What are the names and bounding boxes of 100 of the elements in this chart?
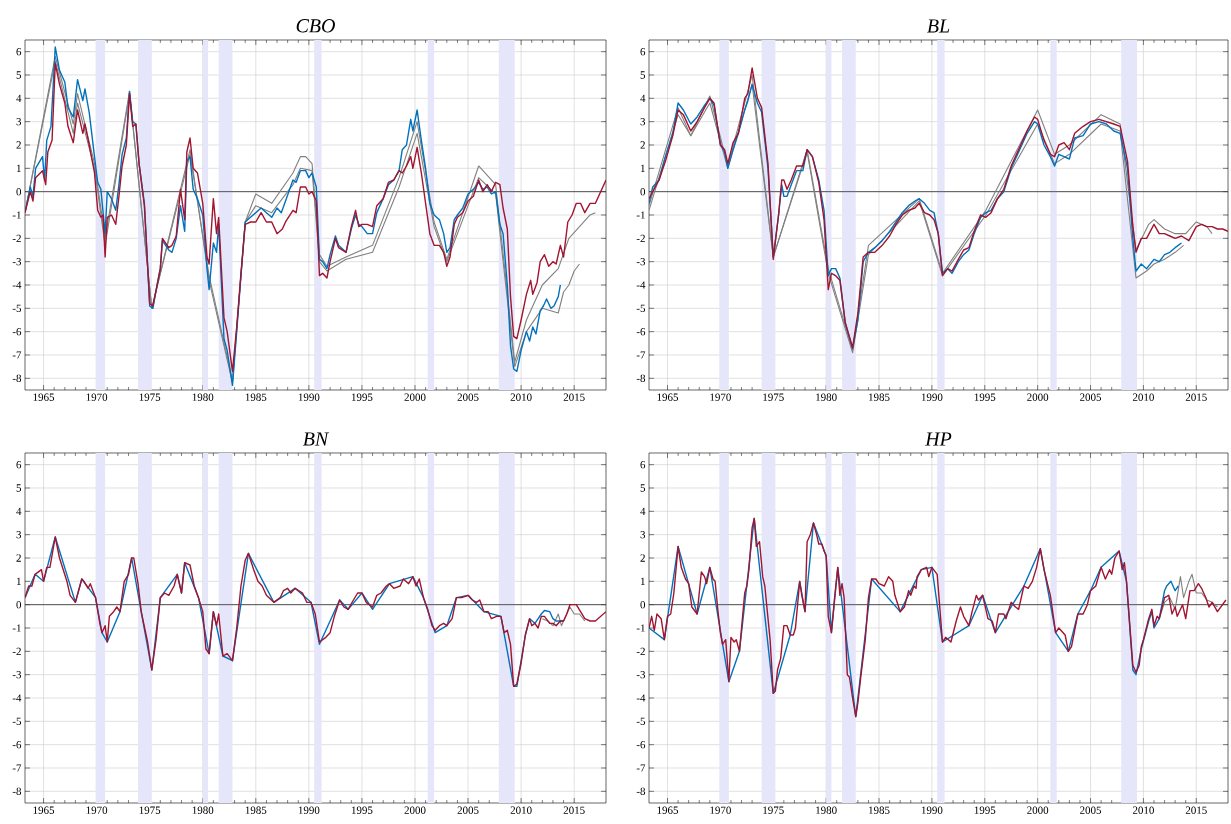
x-tick-label: 1965 [657,806,679,814]
x-tick-label: 1995 [351,393,373,401]
y-tick-label: -8 [12,374,22,383]
x-tick-label: 1965 [33,393,55,401]
x-tick-label: 1990 [921,393,943,401]
y-tick-label: -6 [636,327,646,336]
x-tick-label: 1980 [192,393,214,401]
chart-title: CBO [296,19,335,33]
y-tick-label: -5 [12,717,22,725]
y-tick-label: -5 [12,304,22,312]
y-tick-label: 5 [640,484,646,492]
x-tick-label: 2005 [1080,806,1102,814]
y-tick-label: 0 [16,187,22,196]
x-tick-label: 2010 [510,393,532,401]
y-tick-label: -2 [636,647,645,655]
y-tick-label: -8 [636,787,646,796]
y-tick-label: 6 [640,460,646,469]
y-tick-label: -1 [12,624,21,632]
x-tick-label: 1965 [657,393,679,401]
y-tick-label: 5 [16,484,22,492]
y-tick-label: 4 [640,94,646,102]
x-tick-label: 2000 [404,393,426,401]
x-tick-label: 2005 [457,806,479,814]
y-tick-label: 4 [640,507,646,515]
x-tick-label: 2010 [1132,806,1154,814]
x-tick-label: 2010 [1132,393,1154,401]
y-tick-label: -3 [12,670,22,679]
y-tick-label: -1 [12,211,21,219]
x-tick-label: 1990 [921,806,943,814]
y-tick-label: 2 [16,554,21,562]
y-tick-label: -6 [12,740,22,749]
x-tick-label: 1995 [974,393,996,401]
y-tick-label: -4 [12,281,22,289]
chart-title: BL [927,19,950,33]
y-tick-label: 2 [640,554,645,562]
x-tick-label: 1970 [86,806,108,814]
x-tick-label: 1970 [86,393,108,401]
x-tick-label: 1990 [298,393,320,401]
chart-title: BN [302,432,330,446]
x-tick-label: 1965 [33,806,55,814]
y-tick-label: -3 [12,257,22,266]
x-tick-label: 1985 [869,393,890,401]
y-tick-label: 0 [640,600,646,609]
y-tick-label: -6 [12,327,22,336]
chart-title: HP [925,432,952,446]
y-tick-label: -2 [12,234,21,242]
x-tick-label: 1980 [816,806,837,814]
x-tick-label: 1975 [139,393,161,401]
y-tick-label: 6 [640,47,646,56]
x-tick-label: 1980 [192,806,214,814]
y-tick-label: -4 [636,694,646,702]
y-tick-label: 1 [16,577,21,585]
x-tick-label: 1995 [974,806,996,814]
y-tick-label: 4 [16,94,22,102]
y-tick-label: -7 [636,351,646,359]
y-tick-label: -4 [12,694,22,702]
x-tick-label: 1970 [710,393,731,401]
x-tick-label: 2000 [1027,393,1049,401]
x-tick-label: 2005 [457,393,479,401]
y-tick-label: -7 [12,351,22,359]
x-tick-label: 1980 [816,393,837,401]
x-tick-label: 1985 [245,393,267,401]
x-tick-label: 2015 [1185,393,1207,401]
x-tick-label: 1975 [763,393,784,401]
y-tick-label: -3 [636,257,646,266]
y-tick-label: 4 [16,507,22,515]
y-tick-label: 2 [640,141,645,149]
x-tick-label: 1975 [763,806,784,814]
x-tick-label: 1985 [245,806,267,814]
x-tick-label: 2005 [1080,393,1102,401]
x-tick-label: 2015 [563,806,585,814]
y-tick-label: -8 [12,787,22,796]
y-tick-label: 3 [16,117,22,126]
y-tick-label: -7 [636,764,646,772]
y-tick-label: 3 [640,530,646,539]
y-tick-label: -8 [636,374,646,383]
x-tick-label: 1970 [710,806,731,814]
x-tick-label: 2010 [510,806,532,814]
y-tick-label: -4 [636,281,646,289]
y-tick-label: 5 [640,71,646,79]
x-tick-label: 1985 [869,806,890,814]
x-tick-label: 2000 [1027,806,1049,814]
y-tick-label: -2 [636,234,645,242]
y-tick-label: -3 [636,670,646,679]
y-tick-label: -1 [636,211,645,219]
x-tick-label: 2015 [563,393,585,401]
y-tick-label: 3 [16,530,22,539]
y-tick-label: -6 [636,740,646,749]
y-tick-label: -5 [636,304,646,312]
x-tick-label: 1990 [298,806,320,814]
y-tick-label: 0 [16,600,22,609]
y-tick-label: 1 [640,164,645,172]
y-tick-label: 5 [16,71,22,79]
y-tick-label: 3 [640,117,646,126]
y-tick-label: 1 [16,164,21,172]
y-tick-label: -1 [636,624,645,632]
x-tick-label: 1995 [351,806,373,814]
y-tick-label: 1 [640,577,645,585]
x-tick-label: 2015 [1185,806,1207,814]
y-tick-label: 2 [16,141,21,149]
